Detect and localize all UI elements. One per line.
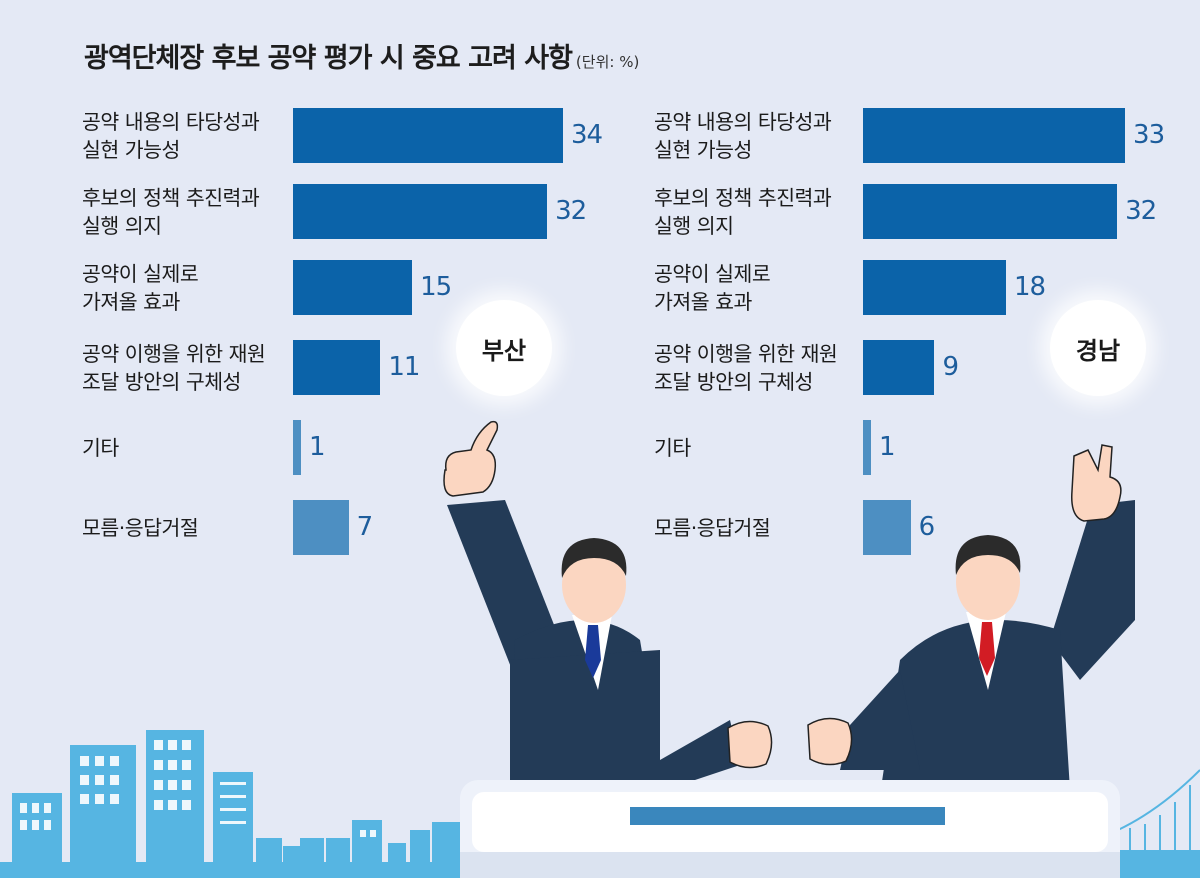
value-label-gyeongnam-1: 32 [1125, 195, 1157, 226]
value-label-busan-2: 15 [420, 271, 452, 302]
candidate-gyeongnam-icon [807, 444, 1135, 795]
bar-busan-2 [293, 260, 413, 315]
region-badge-busan: 부산 [456, 300, 552, 396]
value-label-busan-1: 32 [555, 195, 587, 226]
category-label-gyeongnam-4: 기타 [654, 435, 691, 460]
bar-gyeongnam-2 [863, 260, 1006, 315]
category-label-busan-3: 공약 이행을 위한 재원 조달 방안의 구체성 [82, 341, 266, 394]
category-label-gyeongnam-1: 후보의 정책 추진력과 실행 의지 [654, 185, 832, 238]
value-label-busan-4: 1 [308, 431, 326, 462]
category-label-busan-5: 모름·응답거절 [82, 515, 199, 540]
candidate-busan-icon [443, 420, 773, 800]
value-label-busan-5: 7 [356, 511, 374, 542]
bar-busan-1 [293, 184, 548, 239]
bar-busan-0 [293, 108, 563, 163]
bar-gyeongnam-4 [863, 420, 871, 475]
bar-busan-4 [293, 420, 301, 475]
region-badge-gyeongnam: 경남 [1050, 300, 1146, 396]
category-label-busan-1: 후보의 정책 추진력과 실행 의지 [82, 185, 260, 238]
category-label-busan-4: 기타 [82, 435, 119, 460]
value-label-gyeongnam-4: 1 [878, 431, 896, 462]
podium-icon [460, 780, 1120, 878]
value-label-gyeongnam-3: 9 [942, 351, 959, 382]
unit-note: (단위: %) [575, 53, 640, 71]
bar-busan-5 [293, 500, 349, 555]
category-label-gyeongnam-3: 공약 이행을 위한 재원 조달 방안의 구체성 [654, 341, 838, 394]
bridge-icon [1110, 769, 1200, 878]
value-label-busan-3: 11 [388, 351, 420, 382]
category-label-gyeongnam-2: 공약이 실제로 가져올 효과 [654, 261, 771, 314]
bar-gyeongnam-0 [863, 108, 1126, 163]
chart-title: 광역단체장 후보 공약 평가 시 중요 고려 사항 [84, 43, 573, 74]
bar-gyeongnam-3 [863, 340, 935, 395]
chart-title-block: 광역단체장 후보 공약 평가 시 중요 고려 사항 (단위: %) [84, 36, 639, 75]
bar-busan-3 [293, 340, 381, 395]
category-label-busan-0: 공약 내용의 타당성과 실현 가능성 [82, 109, 260, 162]
category-label-gyeongnam-0: 공약 내용의 타당성과 실현 가능성 [654, 109, 832, 162]
category-label-busan-2: 공약이 실제로 가져올 효과 [82, 261, 199, 314]
bar-gyeongnam-5 [863, 500, 911, 555]
value-label-gyeongnam-5: 6 [918, 511, 936, 542]
value-label-busan-0: 34 [571, 119, 603, 150]
city-skyline-icon [0, 730, 470, 878]
bar-gyeongnam-1 [863, 184, 1118, 239]
value-label-gyeongnam-0: 33 [1133, 119, 1165, 150]
value-label-gyeongnam-2: 18 [1013, 271, 1046, 302]
category-label-gyeongnam-5: 모름·응답거절 [654, 515, 771, 540]
